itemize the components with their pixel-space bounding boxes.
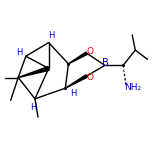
Text: H: H xyxy=(48,31,55,40)
Text: O: O xyxy=(87,47,94,56)
Text: B: B xyxy=(102,58,108,68)
Text: H: H xyxy=(30,103,37,112)
Polygon shape xyxy=(65,75,87,88)
Polygon shape xyxy=(18,67,49,78)
Text: H: H xyxy=(16,48,22,57)
Text: H: H xyxy=(70,89,76,98)
Text: NH₂: NH₂ xyxy=(124,83,142,92)
Polygon shape xyxy=(68,52,87,64)
Text: O: O xyxy=(87,73,94,82)
